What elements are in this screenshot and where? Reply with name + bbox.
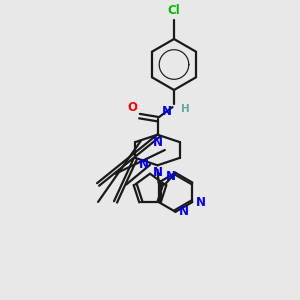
Text: O: O	[127, 101, 137, 114]
Text: N: N	[178, 205, 188, 218]
Text: N: N	[166, 170, 176, 183]
Text: N: N	[152, 167, 163, 179]
Text: N: N	[195, 196, 206, 208]
Text: Cl: Cl	[168, 4, 180, 17]
Text: N: N	[139, 158, 148, 171]
Text: H: H	[182, 104, 190, 114]
Text: N: N	[152, 136, 163, 149]
Text: N: N	[162, 105, 172, 118]
